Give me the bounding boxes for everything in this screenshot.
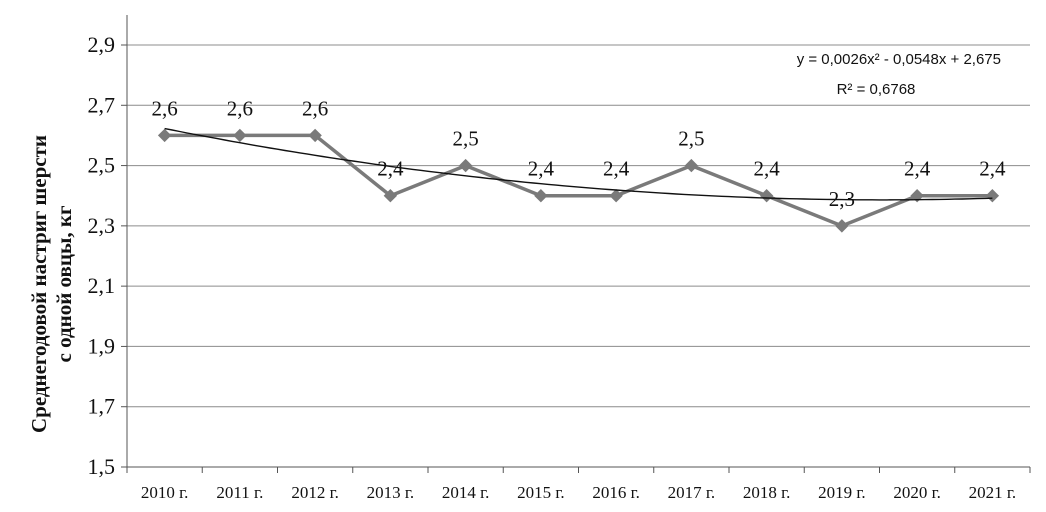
y-tick-label: 1,9 xyxy=(88,333,116,358)
data-point-marker xyxy=(985,189,1000,203)
data-point-marker xyxy=(609,189,623,203)
x-tick-label: 2016 г. xyxy=(592,483,640,502)
data-point-marker xyxy=(308,128,322,143)
data-point-marker xyxy=(910,189,924,203)
x-tick-label: 2015 г. xyxy=(517,483,565,502)
y-tick-labels: 1,5 1,7 1,9 2,1 2,3 2,5 2,7 2,9 xyxy=(88,32,116,479)
trendline-equation: y = 0,0026x² - 0,0548x + 2,675 xyxy=(797,51,1001,68)
y-tick-label: 1,7 xyxy=(88,394,116,419)
series-line xyxy=(164,133,993,228)
y-tick-label: 2,3 xyxy=(88,213,116,238)
trendline-r2: R² = 0,6768 xyxy=(837,81,916,98)
data-point-marker xyxy=(458,158,473,173)
data-label: 2,4 xyxy=(603,157,630,181)
data-label: 2,4 xyxy=(904,157,931,181)
data-point-marker xyxy=(684,158,699,173)
data-point-marker xyxy=(157,128,172,143)
data-label: 2,5 xyxy=(453,127,479,151)
data-point-marker xyxy=(233,128,247,143)
x-tick-label: 2018 г. xyxy=(743,483,791,502)
data-label: 2,4 xyxy=(754,157,781,181)
data-point-marker xyxy=(534,189,548,203)
data-point-marker xyxy=(759,189,774,203)
axes xyxy=(121,15,1031,473)
x-tick-label: 2013 г. xyxy=(367,483,415,502)
y-axis-title-line-1: Среднегодовой настриг шерсти xyxy=(27,135,51,433)
data-label: 2,5 xyxy=(678,127,704,151)
y-axis-title-line-2: с одной овцы, кг xyxy=(52,206,76,363)
trendline-layer xyxy=(164,127,993,201)
y-tick-label: 2,7 xyxy=(88,92,116,117)
x-tick-label: 2011 г. xyxy=(216,483,263,502)
x-tick-label: 2014 г. xyxy=(442,483,490,502)
data-label: 2,4 xyxy=(377,157,404,181)
y-tick-label: 1,5 xyxy=(88,454,116,479)
data-label: 2,6 xyxy=(227,96,253,120)
data-label: 2,4 xyxy=(979,157,1006,181)
data-label: 2,4 xyxy=(528,157,555,181)
data-point-marker xyxy=(835,219,849,233)
gridlines xyxy=(127,44,1030,408)
x-tick-label: 2012 г. xyxy=(291,483,339,502)
data-series xyxy=(157,128,1000,233)
x-tick-label: 2020 г. xyxy=(893,483,941,502)
y-tick-label: 2,1 xyxy=(88,273,116,298)
y-tick-label: 2,5 xyxy=(88,153,116,178)
x-tick-labels: 2010 г. 2011 г. 2012 г. 2013 г. 2014 г. 2015 … xyxy=(141,483,1016,502)
x-tick-label: 2010 г. xyxy=(141,483,189,502)
x-tick-label: 2019 г. xyxy=(818,483,866,502)
data-label: 2,3 xyxy=(829,187,855,211)
trendline-curve xyxy=(164,127,993,201)
data-labels: 2,6 2,6 2,6 2,4 2,5 2,4 2,4 2,5 2,4 2,3 2,4 2,4 xyxy=(152,96,1007,210)
data-point-marker xyxy=(383,189,398,203)
y-tick-label: 2,9 xyxy=(88,32,116,57)
x-tick-label: 2021 г. xyxy=(969,483,1017,502)
data-label: 2,6 xyxy=(152,96,178,120)
data-label: 2,6 xyxy=(302,96,328,120)
x-tick-label: 2017 г. xyxy=(668,483,716,502)
